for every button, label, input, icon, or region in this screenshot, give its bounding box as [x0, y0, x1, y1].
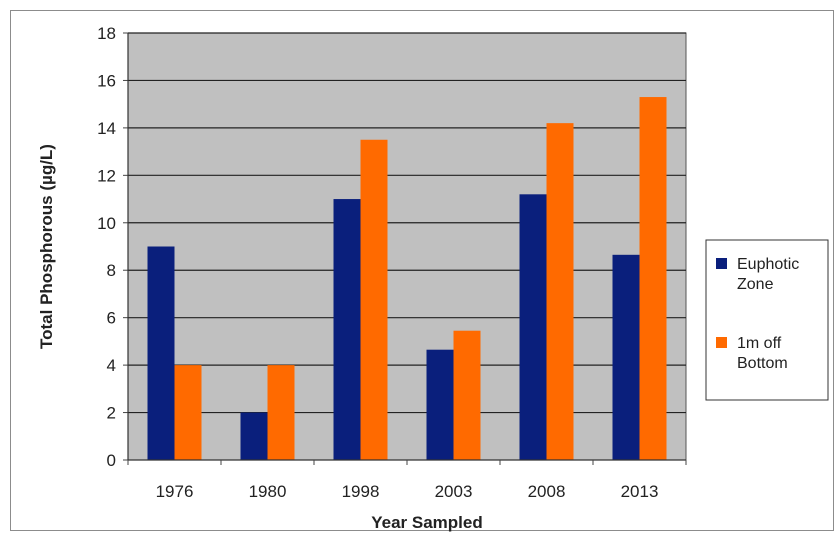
bar-1m-off-bottom-1976 [174, 365, 202, 460]
y-axis-title: Total Phosphorous (µg/L) [37, 144, 56, 349]
plot-area [127, 32, 687, 461]
legend-label: Bottom [737, 355, 788, 372]
y-tick-label: 14 [97, 119, 116, 138]
bar-euphotic-zone-2003 [426, 349, 454, 460]
legend-label: Euphotic [737, 256, 799, 273]
legend-swatch [716, 258, 727, 269]
y-tick-label: 8 [107, 261, 116, 280]
x-tick-label: 2008 [528, 482, 566, 501]
x-tick-label: 1980 [249, 482, 287, 501]
y-tick-labels: 0 2 4 6 8 10 12 14 16 18 [97, 24, 116, 470]
x-tick-labels: 1976 1980 1998 2003 2008 2013 [127, 460, 687, 501]
x-tick-label: 2003 [435, 482, 473, 501]
y-tick-label: 0 [107, 451, 116, 470]
x-tick-label: 1976 [156, 482, 194, 501]
bar-euphotic-zone-2008 [519, 194, 547, 461]
y-tick-label: 12 [97, 166, 116, 185]
y-tick-label: 6 [107, 309, 116, 328]
x-axis-title: Year Sampled [371, 513, 483, 532]
bar-1m-off-bottom-2013 [639, 97, 667, 461]
bar-1m-off-bottom-2008 [546, 123, 574, 461]
bar-euphotic-zone-1998 [333, 199, 361, 461]
x-tick-label: 1998 [342, 482, 380, 501]
bar-euphotic-zone-2013 [612, 254, 640, 460]
gridlines [123, 32, 686, 461]
bars [147, 97, 667, 461]
bar-1m-off-bottom-1980 [267, 365, 295, 460]
bar-euphotic-zone-1980 [240, 412, 268, 460]
y-tick-label: 2 [107, 404, 116, 423]
bar-euphotic-zone-1976 [147, 246, 175, 460]
legend-label: 1m off [737, 335, 782, 352]
legend-swatch [716, 337, 727, 348]
bar-1m-off-bottom-1998 [360, 139, 388, 460]
legend-label: Zone [737, 276, 774, 293]
y-tick-label: 18 [97, 24, 116, 43]
x-tick-label: 2013 [621, 482, 659, 501]
legend: Euphotic Zone 1m off Bottom [705, 239, 829, 401]
y-tick-label: 10 [97, 214, 116, 233]
y-tick-label: 16 [97, 71, 116, 90]
bar-1m-off-bottom-2003 [453, 330, 481, 460]
y-tick-label: 4 [107, 356, 116, 375]
